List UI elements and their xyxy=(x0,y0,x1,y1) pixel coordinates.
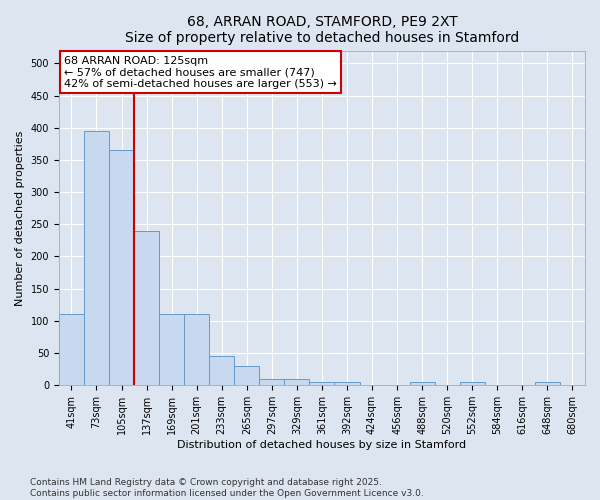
Bar xyxy=(159,314,184,385)
Title: 68, ARRAN ROAD, STAMFORD, PE9 2XT
Size of property relative to detached houses i: 68, ARRAN ROAD, STAMFORD, PE9 2XT Size o… xyxy=(125,15,519,45)
Bar xyxy=(84,131,109,385)
Bar xyxy=(259,379,284,385)
Bar xyxy=(284,379,310,385)
Bar xyxy=(134,231,159,385)
Bar xyxy=(460,382,485,385)
X-axis label: Distribution of detached houses by size in Stamford: Distribution of detached houses by size … xyxy=(178,440,467,450)
Y-axis label: Number of detached properties: Number of detached properties xyxy=(15,130,25,306)
Bar xyxy=(59,314,84,385)
Bar xyxy=(410,382,434,385)
Bar xyxy=(535,382,560,385)
Text: 68 ARRAN ROAD: 125sqm
← 57% of detached houses are smaller (747)
42% of semi-det: 68 ARRAN ROAD: 125sqm ← 57% of detached … xyxy=(64,56,337,89)
Bar xyxy=(334,382,359,385)
Bar xyxy=(209,356,234,385)
Bar xyxy=(184,314,209,385)
Bar xyxy=(234,366,259,385)
Bar xyxy=(109,150,134,385)
Text: Contains HM Land Registry data © Crown copyright and database right 2025.
Contai: Contains HM Land Registry data © Crown c… xyxy=(30,478,424,498)
Bar xyxy=(310,382,334,385)
